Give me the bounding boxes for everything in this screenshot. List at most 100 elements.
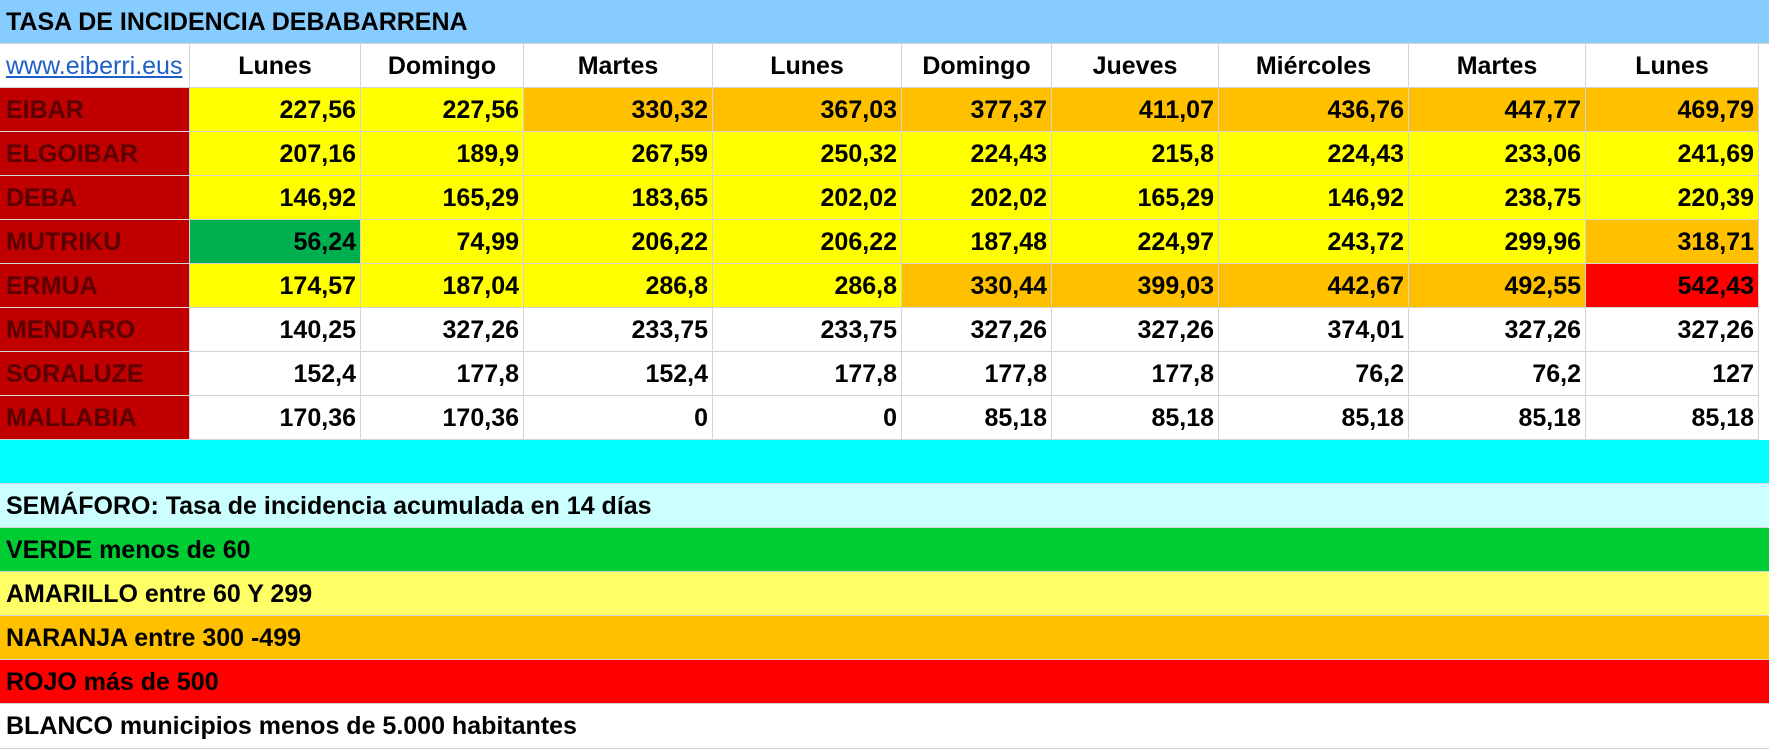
incidence-value: 202,02 bbox=[902, 176, 1052, 220]
incidence-value: 286,8 bbox=[524, 264, 713, 308]
cyan-band bbox=[0, 440, 1769, 484]
title-row: TASA DE INCIDENCIA DEBABARRENA bbox=[0, 0, 1769, 44]
incidence-value: 367,03 bbox=[713, 88, 902, 132]
table-row: MENDARO 140,25 327,26 233,75 233,75 327,26 327… bbox=[0, 308, 1769, 352]
separator-band bbox=[0, 440, 1769, 484]
incidence-value: 250,32 bbox=[713, 132, 902, 176]
day-header: Lunes bbox=[713, 44, 902, 88]
municipality-name: DEBA bbox=[0, 176, 190, 220]
incidence-value: 227,56 bbox=[190, 88, 361, 132]
municipality-name: MENDARO bbox=[0, 308, 190, 352]
incidence-value: 327,26 bbox=[902, 308, 1052, 352]
incidence-value: 187,04 bbox=[361, 264, 524, 308]
incidence-value: 177,8 bbox=[361, 352, 524, 396]
legend-orange: NARANJA entre 300 -499 bbox=[0, 616, 1769, 660]
legend-red-row: ROJO más de 500 bbox=[0, 660, 1769, 704]
municipality-name: ERMUA bbox=[0, 264, 190, 308]
incidence-value: 183,65 bbox=[524, 176, 713, 220]
legend-yellow-row: AMARILLO entre 60 Y 299 bbox=[0, 572, 1769, 616]
incidence-value: 76,2 bbox=[1409, 352, 1586, 396]
incidence-value: 220,39 bbox=[1586, 176, 1759, 220]
incidence-value: 224,43 bbox=[1219, 132, 1409, 176]
incidence-value: 233,75 bbox=[524, 308, 713, 352]
incidence-value: 165,29 bbox=[1052, 176, 1219, 220]
incidence-value: 127 bbox=[1586, 352, 1759, 396]
incidence-value: 215,8 bbox=[1052, 132, 1219, 176]
incidence-value: 238,75 bbox=[1409, 176, 1586, 220]
incidence-value: 174,57 bbox=[190, 264, 361, 308]
municipality-name: SORALUZE bbox=[0, 352, 190, 396]
incidence-value: 0 bbox=[713, 396, 902, 440]
incidence-value: 227,56 bbox=[361, 88, 524, 132]
incidence-value: 330,44 bbox=[902, 264, 1052, 308]
legend-green-row: VERDE menos de 60 bbox=[0, 528, 1769, 572]
source-link[interactable]: www.eiberri.eus bbox=[0, 44, 190, 88]
table-row: ELGOIBAR 207,16 189,9 267,59 250,32 224,43 215… bbox=[0, 132, 1769, 176]
incidence-value: 202,02 bbox=[713, 176, 902, 220]
legend-red: ROJO más de 500 bbox=[0, 660, 1769, 704]
day-header: Jueves bbox=[1052, 44, 1219, 88]
incidence-value: 85,18 bbox=[1219, 396, 1409, 440]
incidence-value: 327,26 bbox=[1052, 308, 1219, 352]
incidence-value: 224,97 bbox=[1052, 220, 1219, 264]
legend-orange-row: NARANJA entre 300 -499 bbox=[0, 616, 1769, 660]
incidence-value: 542,43 bbox=[1586, 264, 1759, 308]
incidence-value: 165,29 bbox=[361, 176, 524, 220]
incidence-value: 243,72 bbox=[1219, 220, 1409, 264]
incidence-value: 469,79 bbox=[1586, 88, 1759, 132]
incidence-value: 377,37 bbox=[902, 88, 1052, 132]
header-row: www.eiberri.eus Lunes Domingo Martes Lun… bbox=[0, 44, 1769, 88]
incidence-value: 327,26 bbox=[1586, 308, 1759, 352]
table-row: MUTRIKU 56,24 74,99 206,22 206,22 187,48 224,9… bbox=[0, 220, 1769, 264]
day-header: Miércoles bbox=[1219, 44, 1409, 88]
incidence-value: 177,8 bbox=[713, 352, 902, 396]
incidence-value: 206,22 bbox=[524, 220, 713, 264]
incidence-value: 374,01 bbox=[1219, 308, 1409, 352]
municipality-name: EIBAR bbox=[0, 88, 190, 132]
day-header: Domingo bbox=[361, 44, 524, 88]
municipality-name: MUTRIKU bbox=[0, 220, 190, 264]
incidence-value: 492,55 bbox=[1409, 264, 1586, 308]
day-header: Martes bbox=[1409, 44, 1586, 88]
incidence-value: 411,07 bbox=[1052, 88, 1219, 132]
incidence-value: 85,18 bbox=[1052, 396, 1219, 440]
incidence-value: 85,18 bbox=[1409, 396, 1586, 440]
municipality-name: ELGOIBAR bbox=[0, 132, 190, 176]
incidence-value: 56,24 bbox=[190, 220, 361, 264]
day-header: Domingo bbox=[902, 44, 1052, 88]
day-header: Martes bbox=[524, 44, 713, 88]
legend-header: SEMÁFORO: Tasa de incidencia acumulada e… bbox=[0, 484, 1769, 528]
incidence-value: 146,92 bbox=[1219, 176, 1409, 220]
municipality-name: MALLABIA bbox=[0, 396, 190, 440]
incidence-value: 318,71 bbox=[1586, 220, 1759, 264]
incidence-value: 85,18 bbox=[1586, 396, 1759, 440]
day-header: Lunes bbox=[1586, 44, 1759, 88]
incidence-value: 327,26 bbox=[1409, 308, 1586, 352]
sheet-title: TASA DE INCIDENCIA DEBABARRENA bbox=[0, 0, 1769, 44]
incidence-value: 327,26 bbox=[361, 308, 524, 352]
table-row: EIBAR 227,56 227,56 330,32 367,03 377,37 411,0… bbox=[0, 88, 1769, 132]
incidence-value: 146,92 bbox=[190, 176, 361, 220]
legend-header-row: SEMÁFORO: Tasa de incidencia acumulada e… bbox=[0, 484, 1769, 528]
incidence-value: 399,03 bbox=[1052, 264, 1219, 308]
incidence-value: 436,76 bbox=[1219, 88, 1409, 132]
table-row: ERMUA 174,57 187,04 286,8 286,8 330,44 399,03 4… bbox=[0, 264, 1769, 308]
incidence-value: 330,32 bbox=[524, 88, 713, 132]
day-header: Lunes bbox=[190, 44, 361, 88]
incidence-value: 442,67 bbox=[1219, 264, 1409, 308]
incidence-value: 189,9 bbox=[361, 132, 524, 176]
incidence-value: 177,8 bbox=[1052, 352, 1219, 396]
incidence-value: 140,25 bbox=[190, 308, 361, 352]
incidence-value: 241,69 bbox=[1586, 132, 1759, 176]
incidence-value: 170,36 bbox=[190, 396, 361, 440]
incidence-value: 0 bbox=[524, 396, 713, 440]
legend-yellow: AMARILLO entre 60 Y 299 bbox=[0, 572, 1769, 616]
incidence-value: 233,06 bbox=[1409, 132, 1586, 176]
incidence-value: 447,77 bbox=[1409, 88, 1586, 132]
incidence-value: 206,22 bbox=[713, 220, 902, 264]
incidence-value: 74,99 bbox=[361, 220, 524, 264]
incidence-value: 187,48 bbox=[902, 220, 1052, 264]
legend-green: VERDE menos de 60 bbox=[0, 528, 1769, 572]
incidence-value: 224,43 bbox=[902, 132, 1052, 176]
